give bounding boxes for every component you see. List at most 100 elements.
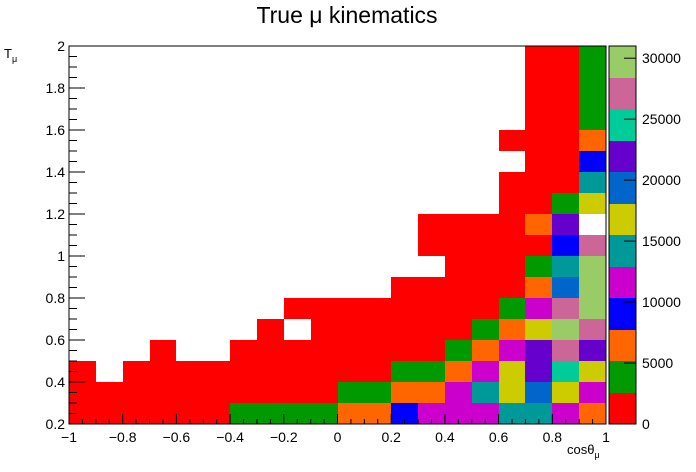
heatmap-cell <box>525 193 552 214</box>
heatmap-cell <box>525 256 552 277</box>
heatmap-cell <box>472 361 499 382</box>
heatmap-cell <box>257 403 284 424</box>
heatmap-cell <box>552 382 579 403</box>
heatmap-cell <box>552 298 579 319</box>
y-axis-label: Tμ <box>4 46 17 64</box>
heatmap-cell <box>123 403 150 424</box>
heatmap-cell <box>338 382 364 403</box>
heatmap-cell <box>472 340 499 361</box>
heatmap-cell <box>230 361 257 382</box>
heatmap-cell <box>499 319 525 340</box>
heatmap-cell <box>472 277 499 298</box>
heatmap-cell <box>579 151 606 172</box>
heatmap-cell <box>445 277 472 298</box>
heatmap-cell <box>525 67 552 88</box>
heatmap-cell <box>552 67 579 88</box>
heatmap-cell <box>552 46 579 67</box>
heatmap-cell <box>552 235 579 256</box>
heatmap-cell <box>284 298 311 319</box>
heatmap-cell <box>499 277 525 298</box>
heatmap-cell <box>499 193 525 214</box>
heatmap-cell <box>579 130 606 151</box>
heatmap-cell <box>552 88 579 109</box>
color-scale-tick-label: 20000 <box>642 172 681 188</box>
color-scale-tick-label: 0 <box>642 416 650 432</box>
heatmap-cell <box>579 256 606 277</box>
x-axis-label-main: cosθ <box>567 442 594 457</box>
color-scale-tick-label: 10000 <box>642 294 681 310</box>
heatmap-cell <box>525 403 552 424</box>
color-scale-swatch <box>609 298 636 330</box>
heatmap-cell <box>472 214 499 235</box>
heatmap-cell <box>364 403 391 424</box>
heatmap-cell <box>525 88 552 109</box>
x-tick-label: −0.8 <box>109 429 137 445</box>
heatmap-cell <box>150 361 176 382</box>
heatmap-cell <box>472 256 499 277</box>
heatmap-cell <box>445 361 472 382</box>
color-scale-swatch <box>609 141 636 172</box>
heatmap-cell <box>338 298 364 319</box>
heatmap-cell <box>311 382 338 403</box>
heatmap-cell <box>338 319 364 340</box>
heatmap-cell <box>579 172 606 193</box>
x-axis-label-sub: μ <box>594 450 599 460</box>
heatmap-cell <box>525 214 552 235</box>
heatmap-cell <box>391 298 418 319</box>
heatmap-cell <box>364 319 391 340</box>
color-scale-swatch <box>609 204 636 235</box>
heatmap-cell <box>552 130 579 151</box>
heatmap-cell <box>499 172 525 193</box>
heatmap-cell <box>176 403 203 424</box>
heatmap-cell <box>472 403 499 424</box>
heatmap-cell <box>579 193 606 214</box>
heatmap-cell <box>176 361 203 382</box>
heatmap-cell <box>257 382 284 403</box>
heatmap-cell <box>445 214 472 235</box>
heatmap-cell <box>579 403 606 424</box>
heatmap-cell <box>499 298 525 319</box>
chart-title: True μ kinematics <box>256 2 437 28</box>
color-scale-swatch <box>609 267 636 298</box>
heatmap-cell <box>579 109 606 130</box>
color-scale-tick-label: 25000 <box>642 111 681 127</box>
heatmap-cell <box>176 382 203 403</box>
heatmap-cell <box>525 340 552 361</box>
y-tick-label: 2 <box>57 38 65 54</box>
x-tick-label: −0.4 <box>216 429 244 445</box>
heatmap-cell <box>552 151 579 172</box>
x-axis: −1 −0.8 −0.6 −0.4 −0.2 0 0.2 0.4 0.6 0.8 1 <box>61 414 610 445</box>
y-tick-label: 1.4 <box>46 164 66 180</box>
heatmap-cell <box>230 382 257 403</box>
color-scale-swatch <box>609 393 636 424</box>
heatmap-cell <box>418 277 445 298</box>
heatmap-cell <box>552 340 579 361</box>
x-tick-label: 0.6 <box>489 429 509 445</box>
y-tick-label: 0.2 <box>46 416 66 432</box>
heatmap-cell <box>579 319 606 340</box>
heatmap-cell <box>579 88 606 109</box>
x-tick-label: 0.4 <box>435 429 455 445</box>
heatmap-cell <box>418 214 445 235</box>
heatmap-cell <box>552 256 579 277</box>
heatmap-cell <box>579 382 606 403</box>
x-tick-label: −0.2 <box>270 429 298 445</box>
heatmap-cell <box>552 277 579 298</box>
heatmap-cell <box>364 382 391 403</box>
heatmap-cell <box>311 361 338 382</box>
heatmap-cell <box>525 298 552 319</box>
heatmap-cell <box>552 319 579 340</box>
heatmap-cells <box>69 46 606 424</box>
heatmap-cell <box>445 298 472 319</box>
heatmap-cell <box>499 361 525 382</box>
heatmap-cell <box>150 382 176 403</box>
heatmap-cell <box>525 109 552 130</box>
heatmap-cell <box>579 361 606 382</box>
y-tick-label: 1.8 <box>46 80 66 96</box>
heatmap-cell <box>552 214 579 235</box>
heatmap-cell <box>472 382 499 403</box>
y-tick-label: 0.4 <box>46 374 66 390</box>
heatmap-cell <box>552 403 579 424</box>
heatmap-cell <box>418 382 445 403</box>
